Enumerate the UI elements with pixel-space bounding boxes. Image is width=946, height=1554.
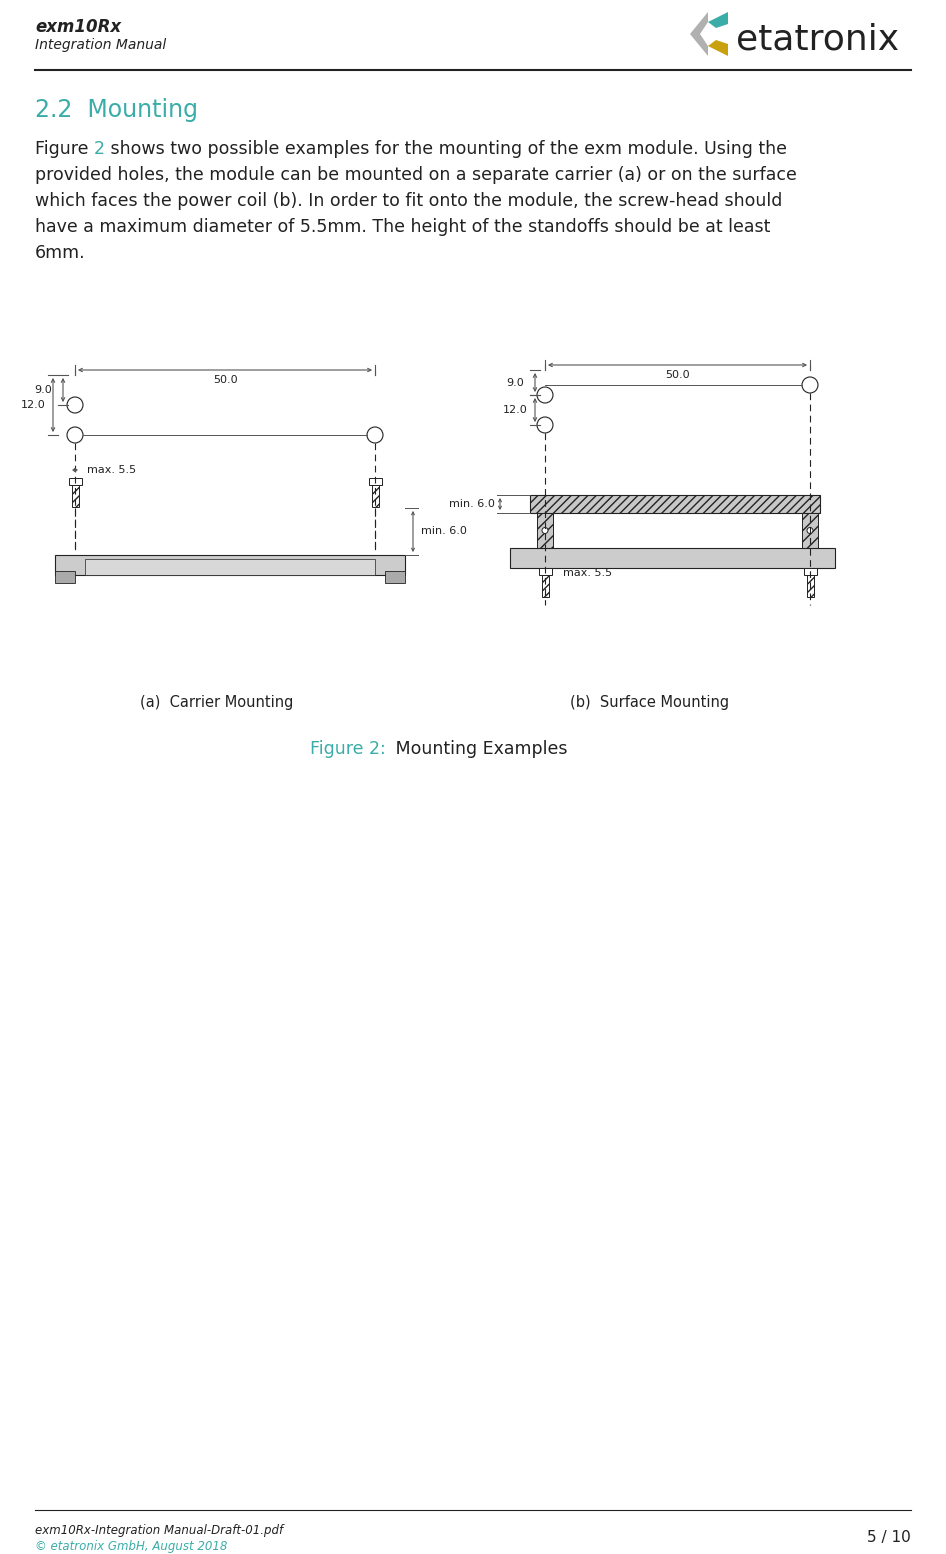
Text: Mounting Examples: Mounting Examples xyxy=(390,740,568,758)
Text: 50.0: 50.0 xyxy=(665,370,690,381)
Text: which faces the power coil (b). In order to fit onto the module, the screw-head : which faces the power coil (b). In order… xyxy=(35,193,782,210)
Text: (a)  Carrier Mounting: (a) Carrier Mounting xyxy=(140,695,293,710)
Circle shape xyxy=(67,396,83,413)
Polygon shape xyxy=(690,12,708,56)
Bar xyxy=(85,559,375,575)
Polygon shape xyxy=(708,40,728,56)
Bar xyxy=(369,479,381,485)
Bar xyxy=(802,513,818,549)
Circle shape xyxy=(802,378,818,393)
Text: 50.0: 50.0 xyxy=(213,375,237,385)
Text: Integration Manual: Integration Manual xyxy=(35,37,166,51)
Text: 9.0: 9.0 xyxy=(34,385,52,395)
Circle shape xyxy=(67,427,83,443)
Bar xyxy=(530,496,820,513)
Circle shape xyxy=(807,527,813,533)
Text: 2.2  Mounting: 2.2 Mounting xyxy=(35,98,198,123)
Text: 12.0: 12.0 xyxy=(21,399,45,410)
Text: max. 5.5: max. 5.5 xyxy=(563,569,612,578)
Text: Figure: Figure xyxy=(35,140,94,159)
Bar xyxy=(803,569,816,575)
Text: © etatronix GmbH, August 2018: © etatronix GmbH, August 2018 xyxy=(35,1540,227,1552)
Bar xyxy=(68,479,81,485)
Text: (b)  Surface Mounting: (b) Surface Mounting xyxy=(570,695,729,710)
Text: 5 / 10: 5 / 10 xyxy=(867,1531,911,1545)
Circle shape xyxy=(367,427,383,443)
Bar xyxy=(807,575,814,597)
Text: shows two possible examples for the mounting of the exm module. Using the: shows two possible examples for the moun… xyxy=(105,140,787,159)
Circle shape xyxy=(542,527,548,533)
Text: max. 5.5: max. 5.5 xyxy=(87,465,136,476)
Text: etatronix: etatronix xyxy=(736,22,899,56)
Text: exm10Rx: exm10Rx xyxy=(35,19,121,36)
Text: exm10Rx-Integration Manual-Draft-01.pdf: exm10Rx-Integration Manual-Draft-01.pdf xyxy=(35,1524,283,1537)
Text: 12.0: 12.0 xyxy=(502,406,527,415)
Polygon shape xyxy=(708,12,728,28)
Bar xyxy=(72,485,79,507)
Bar xyxy=(385,570,405,583)
Bar xyxy=(55,570,75,583)
Bar xyxy=(510,549,835,569)
Text: 6mm.: 6mm. xyxy=(35,244,86,263)
Text: min. 6.0: min. 6.0 xyxy=(449,499,495,510)
Text: min. 6.0: min. 6.0 xyxy=(421,527,467,536)
Text: Figure 2:: Figure 2: xyxy=(310,740,386,758)
Bar xyxy=(372,485,378,507)
Text: 2: 2 xyxy=(94,140,105,159)
Text: 9.0: 9.0 xyxy=(506,378,524,387)
Circle shape xyxy=(537,416,553,434)
Text: have a maximum diameter of 5.5mm. The height of the standoffs should be at least: have a maximum diameter of 5.5mm. The he… xyxy=(35,218,770,236)
Bar xyxy=(538,569,552,575)
Text: provided holes, the module can be mounted on a separate carrier (a) or on the su: provided holes, the module can be mounte… xyxy=(35,166,797,183)
Bar xyxy=(55,555,405,575)
Circle shape xyxy=(537,387,553,402)
Bar xyxy=(541,575,549,597)
Bar xyxy=(537,513,553,549)
